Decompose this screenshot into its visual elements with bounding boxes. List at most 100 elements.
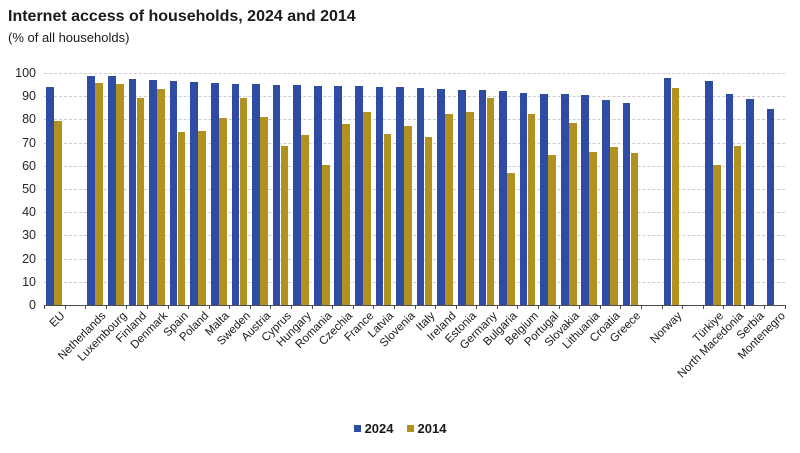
legend-label-2024: 2024 — [364, 421, 394, 436]
y-axis-tick-label-10: 10 — [22, 274, 36, 289]
gridline-30 — [44, 235, 785, 237]
x-axis-tick-mark — [105, 305, 107, 309]
bar-2024-croatia — [602, 99, 610, 305]
bar-2024-north-macedonia — [725, 93, 734, 305]
legend-swatch-2014-icon — [406, 425, 414, 432]
bar-2024-czechia — [334, 86, 343, 305]
x-axis-tick-mark — [538, 305, 539, 309]
x-axis-tick-mark — [208, 305, 210, 309]
bar-2024-bulgaria — [499, 91, 507, 305]
legend: 2024 2014 — [0, 422, 800, 435]
x-axis-tick-mark — [44, 305, 45, 309]
bar-2014-netherlands — [95, 83, 104, 305]
bar-2014-bulgaria — [507, 173, 515, 305]
bar-2014-ireland — [445, 113, 454, 305]
bar-2014-norway — [671, 88, 680, 305]
bar-2014-malta — [218, 118, 227, 305]
bar-2014-greece — [630, 152, 639, 305]
y-axis-tick-label-80: 80 — [22, 112, 36, 127]
bar-2014-luxembourg — [116, 83, 124, 305]
bar-2014-denmark — [157, 89, 165, 305]
x-axis-tick-mark — [785, 305, 786, 309]
bar-2014-croatia — [610, 146, 618, 305]
bar-2014-belgium — [527, 114, 536, 305]
bar-2024-slovenia — [396, 87, 404, 305]
bar-2014-romania — [321, 164, 330, 305]
bar-2014-germany — [486, 97, 495, 305]
bar-2024-estonia — [457, 89, 466, 305]
gridline-70 — [44, 142, 785, 144]
x-axis-tick-mark — [743, 305, 745, 309]
bar-2024-serbia — [746, 99, 754, 305]
x-axis-tick-mark — [270, 305, 272, 309]
x-axis-tick-mark — [332, 305, 334, 309]
x-axis-tick-mark — [558, 305, 560, 309]
x-axis-tick-mark — [311, 305, 313, 309]
bar-2024-austria — [252, 84, 260, 305]
x-axis-label-eu: EU — [47, 310, 68, 330]
bar-2014-slovenia — [404, 126, 412, 305]
x-axis-label-norway: Norway — [648, 310, 685, 347]
x-axis-tick-mark — [620, 305, 622, 309]
bar-2014-italy — [424, 136, 433, 305]
x-axis-tick-mark — [229, 305, 231, 309]
chart-subtitle: (% of all households) — [8, 30, 130, 45]
bar-2024-greece — [622, 103, 631, 305]
bar-2014-north-macedonia — [733, 146, 742, 305]
y-axis-tick-label-40: 40 — [22, 205, 36, 220]
x-axis-tick-mark — [291, 305, 292, 309]
gridline-60 — [44, 165, 785, 167]
y-axis-tick-label-30: 30 — [22, 228, 36, 243]
x-axis-tick-mark — [146, 305, 148, 309]
x-axis-tick-mark — [455, 305, 457, 309]
gridline-80 — [44, 119, 785, 121]
bar-2024-portugal — [540, 93, 548, 305]
x-axis-tick-mark — [764, 305, 766, 309]
x-axis-tick-mark — [414, 305, 416, 309]
bar-2024-poland — [190, 82, 199, 305]
gridline-100 — [44, 73, 785, 74]
y-axis-tick-label-70: 70 — [22, 135, 36, 150]
bar-2024-romania — [313, 85, 322, 305]
bar-2014-finland — [136, 97, 145, 305]
bar-2014-slovakia — [568, 122, 577, 305]
bar-2014-hungary — [301, 134, 309, 305]
x-axis-tick-mark — [393, 305, 395, 309]
x-axis-tick-mark — [496, 305, 498, 309]
x-axis-tick-mark — [85, 305, 87, 309]
bar-2024-sweden — [231, 83, 240, 305]
bar-2014-latvia — [383, 134, 392, 305]
y-axis-tick-label-60: 60 — [22, 158, 36, 173]
bar-2014-poland — [198, 131, 207, 305]
bar-2024-finland — [128, 79, 137, 305]
x-axis-tick-mark — [167, 305, 169, 309]
x-axis-tick-mark — [702, 305, 704, 309]
bar-2014-austria — [260, 116, 268, 305]
bar-2024-latvia — [375, 86, 384, 305]
bar-2024-spain — [169, 80, 178, 305]
bar-2024-eu — [46, 86, 54, 305]
bar-2014-france — [363, 112, 371, 305]
x-axis-tick-mark — [373, 305, 375, 309]
bar-2024-luxembourg — [108, 76, 116, 305]
gridline-20 — [44, 258, 785, 260]
bar-2014-estonia — [465, 111, 474, 305]
legend-item-2014: 2014 — [406, 421, 447, 436]
plot-area — [44, 73, 786, 309]
x-axis-tick-mark — [723, 305, 725, 309]
x-axis-tick-mark — [517, 305, 519, 309]
gridline-50 — [44, 189, 785, 190]
y-axis-tick-label-100: 100 — [15, 66, 36, 80]
y-axis-tick-label-90: 90 — [22, 89, 36, 104]
chart-title: Internet access of households, 2024 and … — [8, 8, 356, 25]
legend-label-2014: 2014 — [417, 421, 447, 436]
x-axis-tick-mark — [640, 305, 642, 309]
gridline-90 — [44, 96, 785, 98]
bar-2024-slovakia — [560, 94, 569, 305]
legend-swatch-2024-icon — [353, 425, 361, 432]
x-axis-tick-mark — [64, 305, 66, 309]
x-axis-tick-mark — [188, 305, 190, 309]
bar-2024-netherlands — [87, 75, 96, 305]
gridline-10 — [44, 281, 785, 283]
